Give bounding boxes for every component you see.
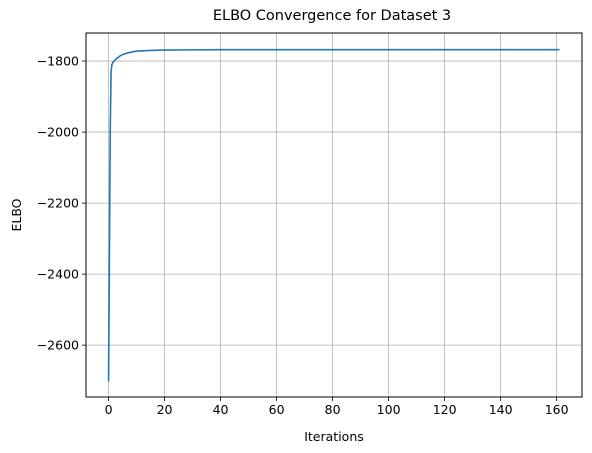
y-tick-label: −2000 bbox=[37, 125, 79, 140]
x-axis: 0 20 40 60 80 100 120 140 160 bbox=[105, 397, 569, 417]
chart-title: ELBO Convergence for Dataset 3 bbox=[213, 8, 451, 24]
x-tick-label: 80 bbox=[325, 402, 341, 417]
x-tick-label: 40 bbox=[213, 402, 229, 417]
x-tick-label: 140 bbox=[489, 402, 513, 417]
series-layer bbox=[107, 48, 560, 382]
y-tick-label: −2400 bbox=[37, 267, 79, 282]
y-tick-label: −1800 bbox=[37, 54, 79, 69]
x-tick-label: 60 bbox=[269, 402, 285, 417]
x-tick-label: 0 bbox=[105, 402, 113, 417]
y-axis-label: ELBO bbox=[9, 198, 24, 231]
y-axis: −2600 −2400 −2200 −2000 −1800 bbox=[37, 54, 86, 353]
plot-frame bbox=[85, 32, 583, 398]
x-tick-label: 20 bbox=[157, 402, 173, 417]
x-tick-label: 160 bbox=[545, 402, 569, 417]
grid bbox=[86, 33, 582, 397]
x-tick-label: 120 bbox=[433, 402, 457, 417]
x-axis-label: Iterations bbox=[304, 429, 364, 444]
y-tick-label: −2600 bbox=[37, 338, 79, 353]
elbo-series-line bbox=[107, 48, 560, 382]
x-tick-label: 100 bbox=[377, 402, 401, 417]
y-tick-label: −2200 bbox=[37, 196, 79, 211]
